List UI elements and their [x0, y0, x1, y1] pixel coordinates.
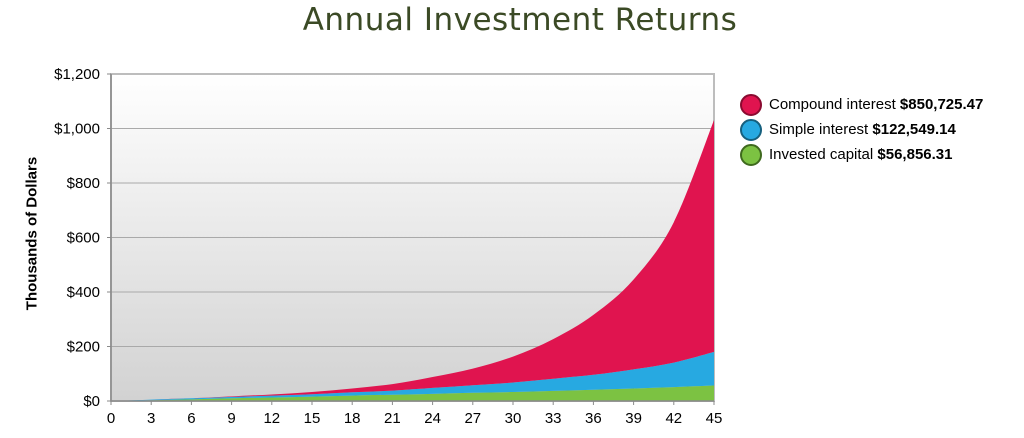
x-tick-label: 0 [107, 410, 115, 427]
legend-value: $850,725.47 [899, 96, 984, 113]
y-tick-label: $400 [67, 284, 100, 301]
y-tick-label: $600 [67, 230, 100, 247]
invested-capital-area[interactable] [111, 385, 714, 402]
legend-item-compound-interest[interactable]: Compound interest $850,725.47 [740, 92, 983, 117]
legend-label: Compound interest [769, 96, 896, 113]
simple-interest-area[interactable] [111, 351, 714, 401]
x-tick-labels: 0 3 6 9 12 15 18 21 24 27 30 33 36 39 42 45 [107, 410, 723, 427]
axes [107, 73, 715, 405]
x-tick-label: 33 [545, 410, 562, 427]
series-areas [111, 120, 714, 401]
y-tick-labels: $0 $200 $400 $600 $800 $1,000 $1,200 [54, 66, 100, 410]
x-tick-label: 12 [263, 410, 280, 427]
y-tick-label: $200 [67, 339, 100, 356]
x-tick-label: 36 [585, 410, 602, 427]
x-tick-label: 15 [304, 410, 321, 427]
compound-interest-swatch-icon [740, 93, 762, 116]
x-tick-label: 3 [147, 410, 155, 427]
x-tick-label: 24 [424, 410, 441, 427]
simple-interest-swatch-icon [740, 118, 762, 141]
y-tick-label: $0 [83, 393, 100, 410]
legend-item-invested-capital[interactable]: Invested capital $56,856.31 [740, 142, 983, 167]
y-tick-label: $1,000 [54, 121, 100, 138]
legend-value: $122,549.14 [872, 121, 956, 138]
x-tick-label: 39 [625, 410, 642, 427]
legend: Compound interest $850,725.47 Simple int… [740, 92, 983, 167]
legend-value: $56,856.31 [877, 146, 953, 163]
x-tick-label: 6 [187, 410, 195, 427]
x-tick-label: 21 [384, 410, 401, 427]
x-tick-label: 27 [464, 410, 481, 427]
y-tick-label: $800 [67, 175, 100, 192]
legend-label: Simple interest [769, 121, 869, 138]
y-tick-label: $1,200 [54, 66, 100, 83]
x-tick-label: 45 [706, 410, 723, 427]
chart-title: Annual Investment Returns [302, 2, 738, 38]
x-tick-label: 42 [665, 410, 682, 427]
invested-capital-swatch-icon [740, 143, 762, 166]
legend-item-simple-interest[interactable]: Simple interest $122,549.14 [740, 117, 983, 142]
grid-lines [111, 128, 714, 347]
x-tick-label: 9 [227, 410, 235, 427]
x-tick-label: 30 [505, 410, 522, 427]
legend-label: Invested capital [769, 146, 874, 163]
x-tick-label: 18 [344, 410, 361, 427]
